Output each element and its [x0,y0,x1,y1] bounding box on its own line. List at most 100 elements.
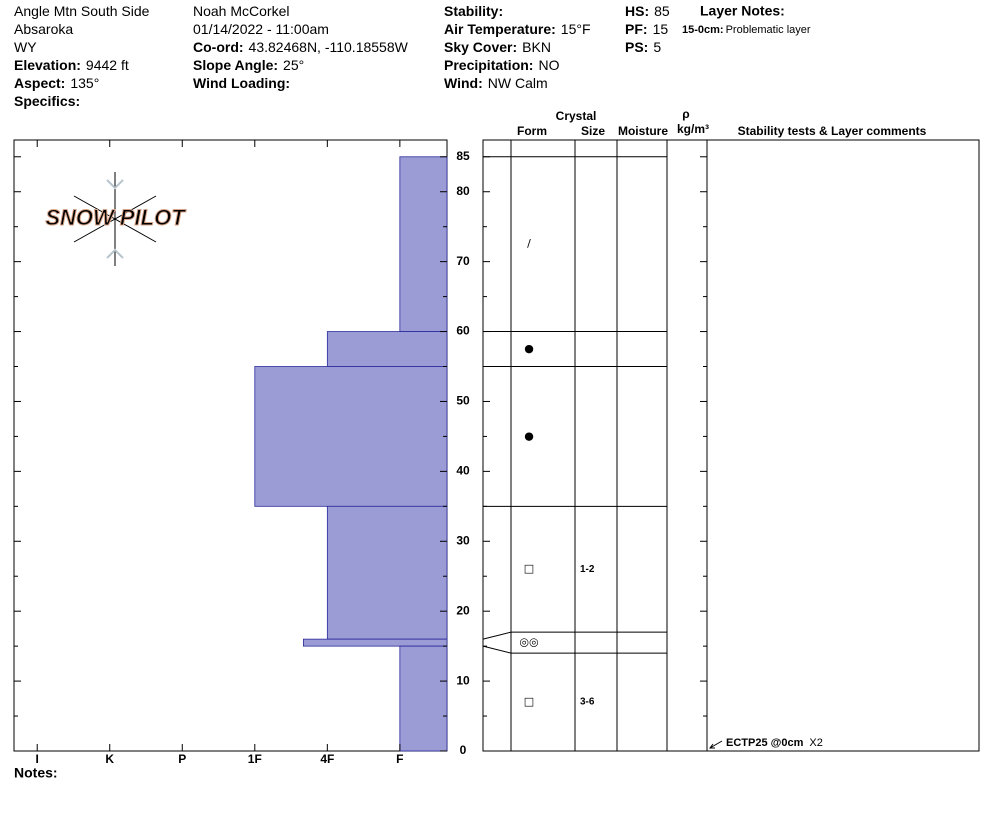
hardness-bar [326,505,448,640]
field-label: Specifics: [14,93,80,109]
depth-tick-label: 0 [460,743,467,757]
field-label: Co-ord: [193,39,244,55]
field-value: Noah McCorkel [193,3,289,19]
header-field: Elevation: 9442 ft [14,57,129,73]
header-field: Angle Mtn South Side [14,3,150,19]
column-header: Form [517,124,547,138]
depth-tick-label: 30 [456,533,470,547]
layer-note: 15-0cm: Problematic layer [682,24,811,36]
field-value: Angle Mtn South Side [14,3,150,19]
header-field: Co-ord: 43.82468N, -110.18558W [193,39,409,55]
header-field: Noah McCorkel [193,3,289,19]
field-label: Slope Angle: [193,57,278,73]
snowflake [73,172,157,266]
field-value: 85 [654,3,670,19]
column-header: Moisture [618,124,668,138]
column-header: ρ [682,107,689,121]
field-label: HS: [625,3,649,19]
field-value: 01/14/2022 - 11:00am [193,21,329,37]
header-field: Air Temperature: 15°F [444,21,591,37]
header-field: HS: 85 [625,3,670,19]
header-field: Wind Loading: [193,75,290,91]
depth-tick-label: 20 [456,603,470,617]
note-text: Problematic layer [726,24,811,36]
layer-connector [482,645,512,654]
header-field: Aspect: 135° [14,75,99,91]
field-value: 25° [283,57,304,73]
grain-form: ● [524,429,534,442]
field-label: Precipitation: [444,57,533,73]
depth-tick-label: 40 [456,464,470,478]
field-value: 135° [70,75,99,91]
hardness-tick-label: 1F [248,752,262,766]
field-value: BKN [522,39,551,55]
hardness-bar [399,156,448,332]
depth-tick-label: 50 [456,394,470,408]
test-result: ECTP25 @0cm [726,737,804,749]
header-field: Wind: NW Calm [444,75,548,91]
field-value: 15°F [561,21,591,37]
header-field: 01/14/2022 - 11:00am [193,21,329,37]
header-field: Precipitation: NO [444,57,560,73]
header-field: Specifics: [14,93,80,109]
field-label: PS: [625,39,648,55]
hardness-bar [399,645,448,752]
column-header: Stability tests & Layer comments [738,124,927,138]
field-label: Stability: [444,3,503,19]
field-value: WY [14,39,37,55]
layer-connector [482,631,512,640]
depth-tick-label: 10 [456,673,470,687]
header-field: Slope Angle: 25° [193,57,304,73]
logo: SNOW PILOT [45,205,186,230]
header-field: Absaroka [14,21,73,37]
header-field: PF: 15 [625,21,668,37]
hardness-bar [326,331,448,367]
test-arrow [709,740,723,749]
field-value: NW Calm [488,75,548,91]
field-value: 43.82468N, -110.18558W [249,39,409,55]
hardness-tick-label: F [396,752,403,766]
grain-form: ◎◎ [519,636,538,649]
hardness-bar [302,638,448,647]
field-label: PF: [625,21,648,37]
grain-form: □ [524,695,534,708]
field-label: Wind Loading: [193,75,290,91]
hardness-bar [254,366,448,507]
field-label: Elevation: [14,57,81,73]
column-header: kg/m³ [677,122,709,136]
depth-tick-label: 85 [456,149,470,163]
grain-size: 3-6 [580,697,595,708]
column-header: Size [581,124,605,138]
layer-notes-title: Layer Notes: [700,3,785,19]
hardness-tick-label: K [105,752,114,766]
column-header: Crystal [556,109,597,123]
grain-size: 1-2 [580,564,595,575]
notes-label: Notes: [14,765,58,781]
header-field: Stability: [444,3,503,19]
hardness-tick-label: P [178,752,186,766]
header-field: PS: 5 [625,39,661,55]
field-value: 5 [653,39,661,55]
grain-form: □ [524,562,534,575]
hardness-tick-label: 4F [320,752,334,766]
layers-frame [482,139,980,752]
field-label: Air Temperature: [444,21,556,37]
field-label: Sky Cover: [444,39,517,55]
hardness-tick-label: I [36,752,39,766]
stability-test: ECTP25 @0cm X2 [726,737,823,749]
field-label: Wind: [444,75,483,91]
field-value: NO [538,57,559,73]
note-label: 15-0cm: [682,24,724,36]
depth-tick-label: 60 [456,324,470,338]
depth-tick-label: 80 [456,184,470,198]
field-value: 15 [653,21,669,37]
field-label: Aspect: [14,75,65,91]
field-value: 9442 ft [86,57,129,73]
grain-form: / [527,237,531,250]
depth-tick-label: 70 [456,254,470,268]
header-field: WY [14,39,37,55]
header-field: Sky Cover: BKN [444,39,551,55]
field-value: Absaroka [14,21,73,37]
test-arrowhead [709,743,715,749]
